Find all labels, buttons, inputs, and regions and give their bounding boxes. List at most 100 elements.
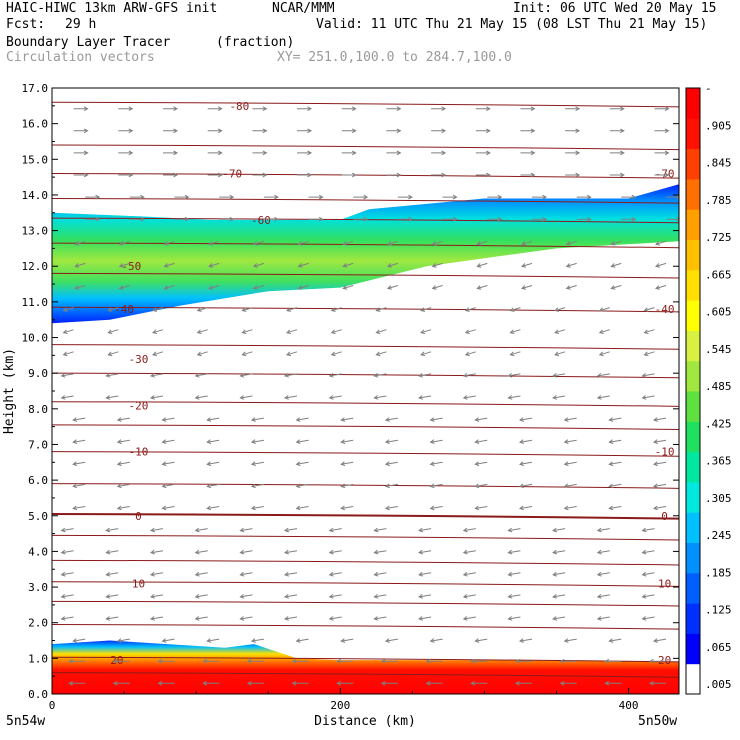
wind-vector — [342, 240, 354, 246]
wind-vector — [507, 616, 521, 621]
wind-vector — [219, 194, 235, 200]
wind-vector — [263, 216, 279, 222]
x-tick-label: 200 — [330, 699, 350, 712]
isotherm-line — [52, 512, 679, 520]
wind-vector — [652, 638, 667, 643]
wind-vector — [565, 172, 581, 178]
wind-vector — [384, 505, 398, 511]
wind-vector — [239, 527, 253, 533]
wind-vector — [596, 549, 610, 555]
y-tick-label: 15.0 — [22, 153, 49, 166]
wind-vector — [118, 262, 130, 268]
y-tick-label: 0.0 — [28, 688, 48, 701]
wind-vector — [476, 240, 488, 246]
wind-vector — [105, 527, 119, 533]
circulation-vectors — [60, 106, 679, 686]
axes: 0.0 1.0 2.0 3.0 4.0 5.0 6.0 7.0 8.0 9.0 10.0 11.0 12… — [22, 82, 679, 712]
colorbar-label: .665 — [705, 268, 732, 281]
wind-vector — [196, 351, 208, 357]
wind-vector — [202, 658, 220, 664]
y-tick-label: 9.0 — [28, 367, 48, 380]
wind-vector — [431, 285, 443, 290]
wind-vector — [336, 680, 354, 686]
wind-vector — [598, 329, 610, 334]
wind-vector — [116, 417, 130, 422]
wind-vector — [295, 638, 309, 643]
wind-vector — [286, 307, 298, 312]
wind-vector — [554, 329, 566, 334]
wind-vector — [342, 262, 354, 268]
wind-vector — [386, 262, 399, 268]
wind-vector — [418, 527, 432, 533]
wind-vector — [563, 483, 577, 489]
wind-vector — [654, 128, 670, 134]
wind-vector — [654, 172, 670, 178]
wind-vector — [297, 262, 309, 268]
wind-vector — [286, 351, 298, 357]
colorbar-swatch — [686, 178, 700, 210]
wind-vector — [610, 262, 622, 268]
wind-vector — [521, 240, 533, 246]
wind-vector — [283, 373, 298, 378]
wind-vector — [514, 680, 532, 686]
wind-vector — [641, 527, 655, 533]
wind-vector — [283, 527, 298, 533]
wind-vector — [149, 527, 164, 533]
wind-vector — [328, 549, 342, 555]
wind-vector — [598, 351, 610, 357]
wind-vector — [552, 527, 566, 533]
wind-vector — [384, 638, 398, 643]
wind-vector — [342, 285, 354, 290]
isotherm-line — [52, 483, 679, 489]
wind-vector — [608, 505, 622, 511]
wind-vector — [161, 417, 175, 422]
wind-vector — [521, 262, 533, 268]
wind-vector — [474, 417, 488, 422]
wind-vector — [239, 549, 253, 555]
wind-vector — [239, 571, 253, 577]
wind-vector — [206, 439, 220, 444]
wind-vector — [330, 351, 342, 357]
wind-vector — [520, 128, 536, 134]
wind-vector — [283, 616, 298, 621]
wind-vector — [194, 373, 208, 378]
wind-vector — [598, 307, 610, 312]
isotherm-line — [52, 372, 679, 379]
wind-vector — [420, 307, 432, 312]
wind-vector — [418, 549, 432, 555]
wind-vector — [208, 240, 220, 246]
wind-vector — [386, 150, 402, 156]
y-tick-label: 13.0 — [22, 225, 49, 238]
wind-vector — [563, 461, 577, 467]
colorbar-swatch — [686, 239, 700, 271]
wind-vector — [418, 373, 432, 378]
wind-vector — [373, 549, 387, 555]
wind-vector — [353, 216, 369, 222]
wind-vector — [643, 307, 655, 312]
x-tick-label: 400 — [619, 699, 639, 712]
wind-vector — [85, 216, 101, 222]
wind-vector — [263, 194, 279, 200]
wind-vector — [648, 680, 666, 686]
wind-vector — [353, 194, 369, 200]
wind-vector — [375, 351, 387, 357]
wind-vector — [621, 194, 637, 200]
wind-vector — [420, 329, 432, 334]
wind-vector — [431, 150, 447, 156]
wind-vector — [239, 616, 253, 621]
wind-vector — [464, 351, 476, 357]
isotherm-line — [52, 424, 679, 430]
wind-vector — [641, 594, 655, 599]
wind-vector — [60, 594, 74, 599]
isotherm-label: 0 — [135, 510, 142, 523]
wind-vector — [643, 351, 655, 357]
wind-vector — [474, 439, 488, 444]
wind-vector — [72, 505, 86, 511]
wind-vector — [552, 395, 566, 400]
wind-vector — [194, 616, 208, 621]
wind-vector — [252, 262, 265, 268]
wind-vector — [532, 216, 548, 222]
colorbar-label: .545 — [705, 343, 732, 356]
wind-vector — [295, 439, 309, 444]
